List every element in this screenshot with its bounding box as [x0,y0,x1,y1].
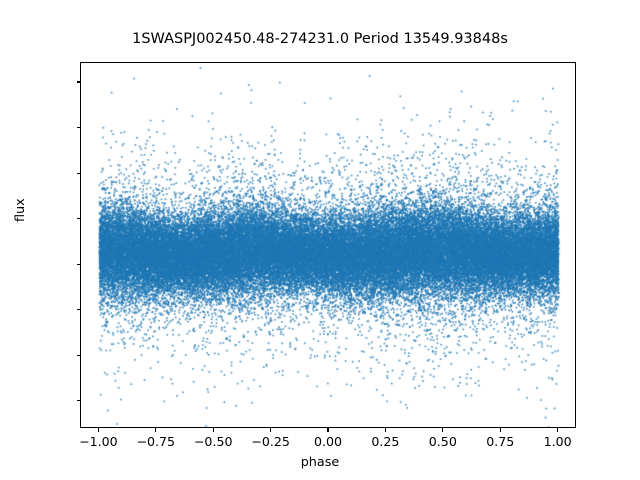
x-tick-label: −0.25 [251,434,290,449]
plot-axes [80,62,576,428]
y-tick-mark [76,354,80,356]
y-tick-mark [76,218,80,220]
x-tick-label: 0.75 [486,434,515,449]
x-tick-label: 0.50 [428,434,457,449]
x-tick-label: 0.25 [371,434,400,449]
y-tick-mark [76,400,80,402]
x-tick-label: 1.00 [543,434,572,449]
x-tick-label: −1.00 [79,434,118,449]
y-tick-mark [76,127,80,129]
x-tick-label: 0.00 [313,434,343,449]
x-tick-mark [384,428,386,432]
x-tick-mark [155,428,157,432]
x-axis-label: phase [300,455,340,470]
y-tick-mark [76,172,80,174]
x-tick-mark [442,428,444,432]
x-tick-mark [212,428,214,432]
x-tick-mark [270,428,272,432]
x-tick-label: −0.75 [136,434,176,449]
scatter-plot-canvas [81,63,575,427]
y-axis-label: flux [13,198,28,222]
x-tick-mark [499,428,501,432]
x-tick-mark [97,428,99,432]
y-tick-mark [76,309,80,311]
page-title: 1SWASPJ002450.48-274231.0 Period 13549.9… [132,31,508,47]
y-tick-mark [76,81,80,83]
x-tick-mark [557,428,559,432]
y-tick-mark [76,263,80,265]
x-tick-mark [327,428,329,432]
x-tick-label: −0.50 [193,434,233,449]
